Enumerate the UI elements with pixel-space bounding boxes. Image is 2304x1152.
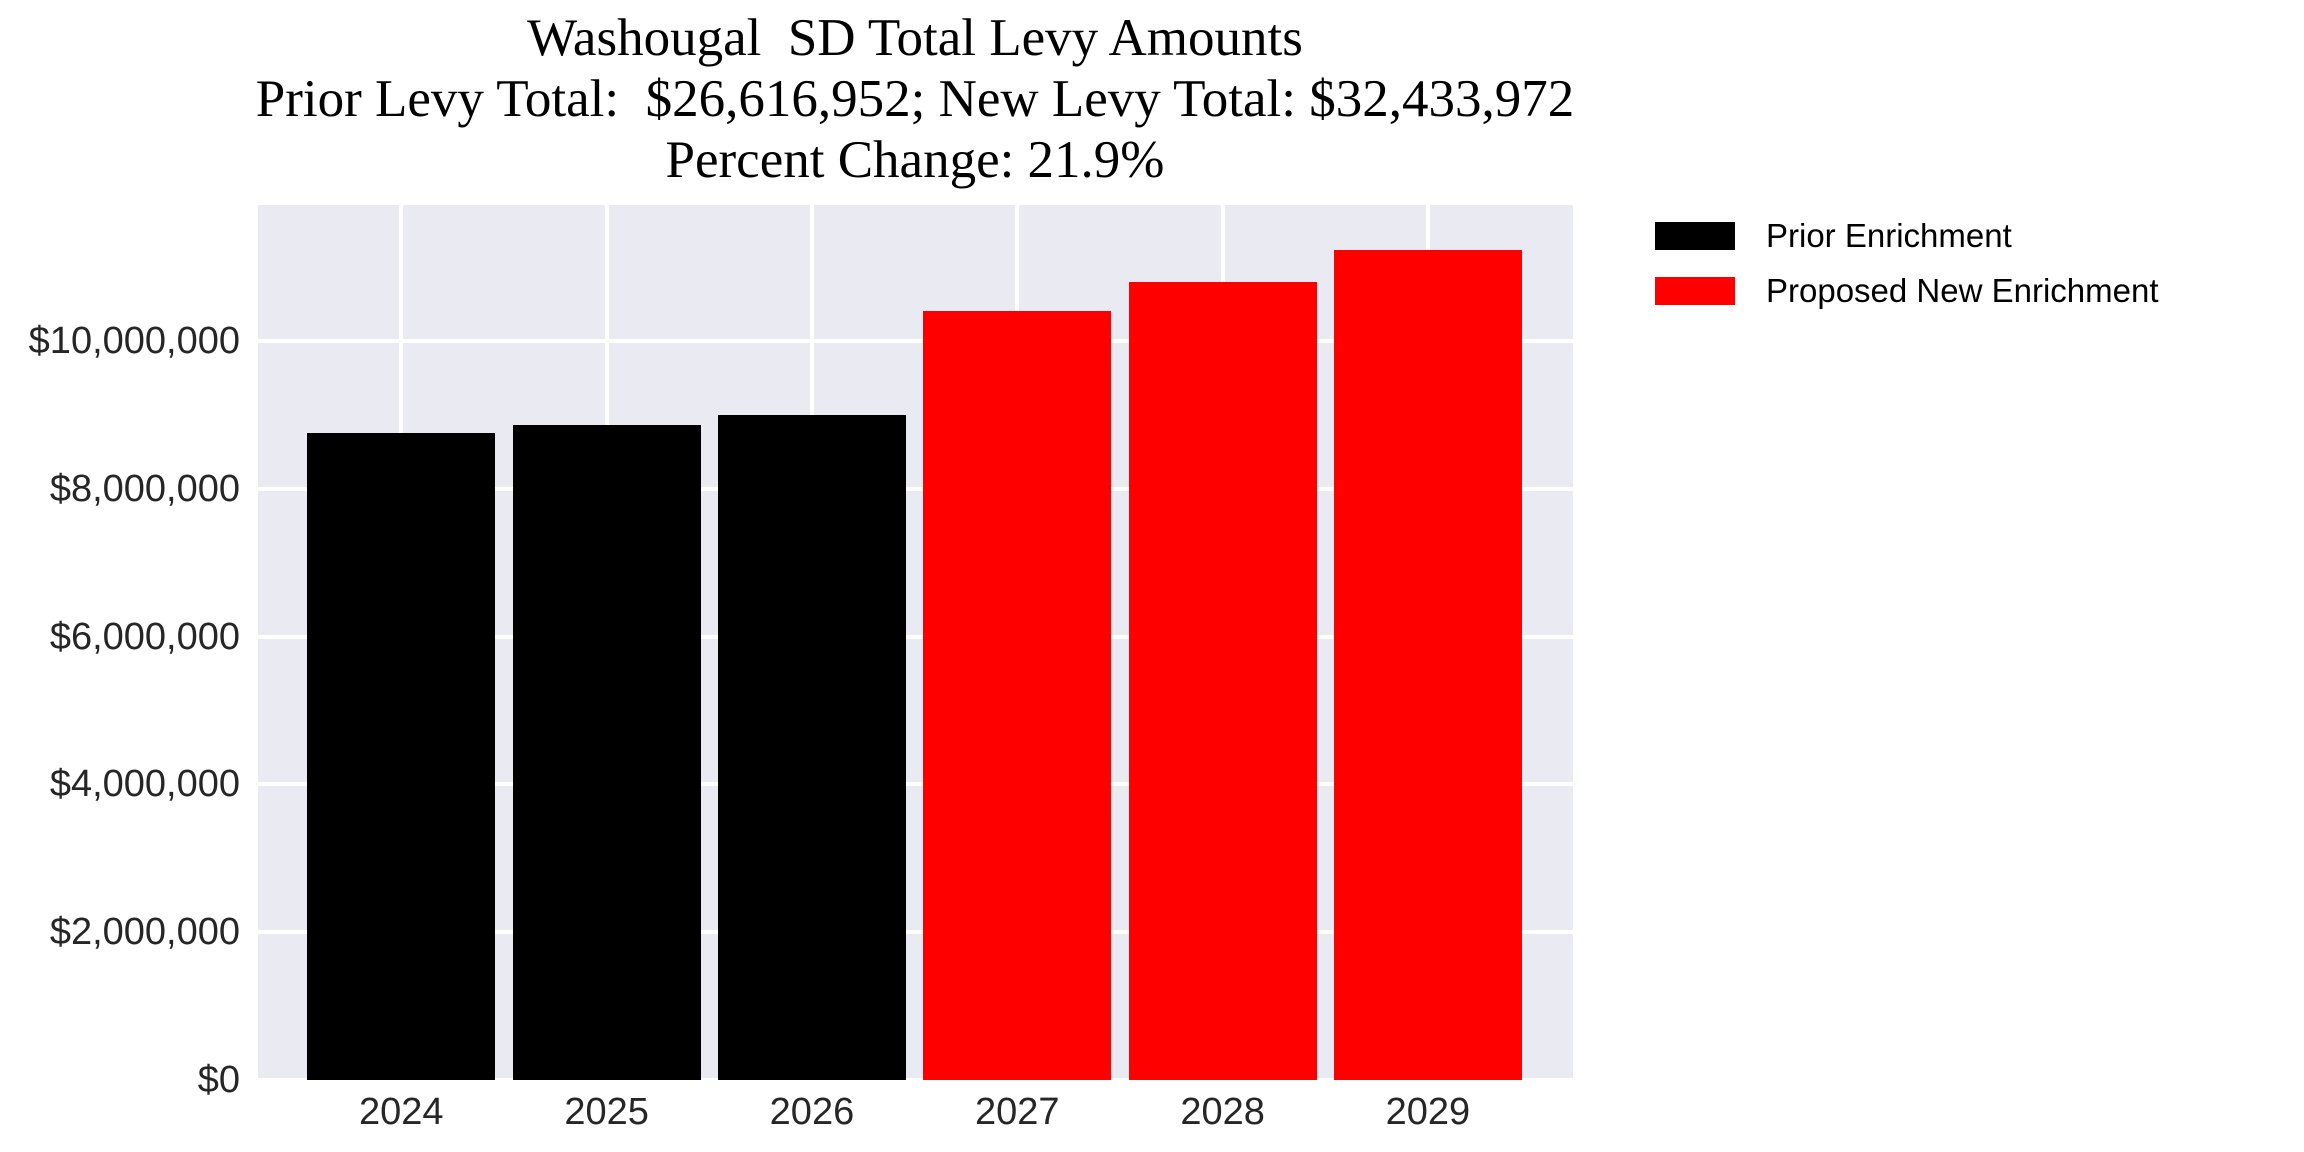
x-tick-label: 2028 [1180,1091,1265,1133]
y-tick-label: $6,000,000 [49,615,240,658]
x-tick-label: 2029 [1385,1091,1471,1133]
gridline-horizontal [258,782,1573,787]
chart-subtitle-percent: Percent Change: 21.9% [665,131,1165,189]
x-tick-label: 2025 [564,1091,649,1133]
x-tick-label: 2027 [975,1091,1060,1133]
gridline-horizontal [258,338,1573,343]
gridline-horizontal [258,634,1573,639]
chart-title-block: Washougal SD Total Levy Amounts Prior Le… [115,8,1715,191]
gridline-horizontal [258,1078,1573,1082]
bar-2026 [717,415,906,1080]
gridline-horizontal [258,486,1573,491]
x-tick-label: 2024 [359,1091,444,1133]
y-tick-label: $4,000,000 [49,763,240,806]
plot-area [258,205,1573,1082]
bar-2027 [923,311,1112,1080]
bar-2025 [512,424,701,1080]
legend-swatch-prior [1655,222,1735,250]
legend-label-prior: Prior Enrichment [1766,217,2012,254]
y-tick-label: $2,000,000 [49,911,240,954]
legend-swatch-proposed [1655,277,1735,305]
y-tick-label: $10,000,000 [28,319,240,362]
legend-label-proposed: Proposed New Enrichment [1766,272,2159,309]
legend-item-proposed: Proposed New Enrichment [1655,272,2159,309]
bar-2024 [307,433,496,1080]
chart-title: Washougal SD Total Levy Amounts [527,9,1303,67]
legend-item-prior: Prior Enrichment [1655,217,2159,254]
legend: Prior Enrichment Proposed New Enrichment [1655,217,2159,309]
gridline-horizontal [258,930,1573,935]
bar-2029 [1333,249,1522,1080]
y-tick-label: $0 [197,1059,240,1101]
bar-2028 [1128,281,1317,1080]
y-tick-label: $8,000,000 [49,467,240,510]
chart-subtitle-totals: Prior Levy Total: $26,616,952; New Levy … [255,70,1575,128]
x-tick-label: 2026 [769,1091,855,1133]
